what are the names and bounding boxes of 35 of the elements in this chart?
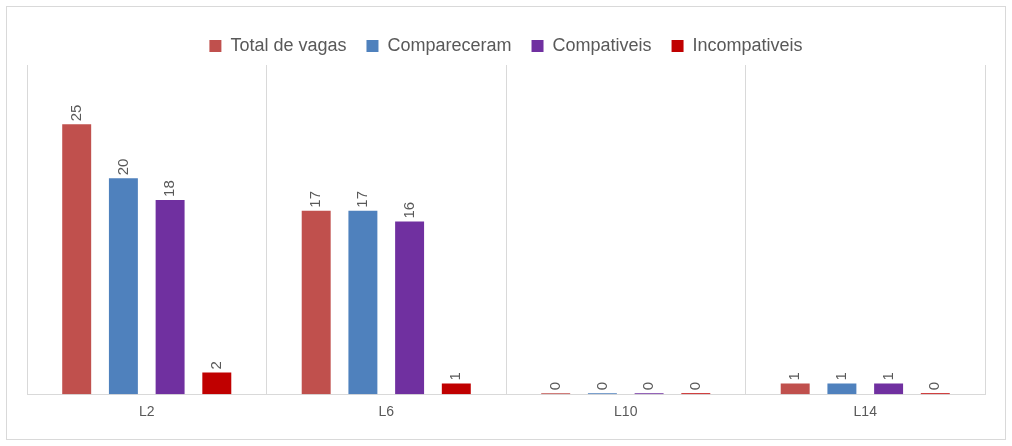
bar (395, 221, 425, 395)
data-label: 0 (639, 381, 657, 391)
data-label: 0 (925, 381, 943, 391)
data-label: 25 (66, 104, 84, 122)
legend-label: Total de vagas (230, 34, 347, 55)
data-label: 2 (206, 361, 224, 370)
data-label: 18 (160, 180, 178, 197)
legend-label: Compativeis (552, 34, 652, 55)
legend-label: Incompativeis (692, 34, 803, 55)
data-label: 1 (832, 372, 850, 381)
bar (155, 199, 185, 395)
data-label: 17 (306, 191, 324, 208)
x-tick-label: L6 (378, 403, 395, 420)
bar (874, 383, 904, 395)
bar (202, 372, 232, 395)
x-tick-label: L2 (138, 403, 155, 420)
data-label: 0 (592, 381, 610, 391)
data-label: 16 (399, 201, 417, 219)
data-label: 0 (685, 381, 703, 391)
data-label: 1 (878, 372, 896, 381)
bar (108, 178, 138, 395)
x-tick-label: L14 (853, 403, 878, 420)
data-label: 17 (353, 191, 371, 208)
legend-label: Compareceram (387, 34, 512, 55)
data-label: 1 (446, 372, 464, 381)
data-label: 20 (113, 158, 131, 176)
bar (62, 124, 92, 395)
data-label: 1 (785, 372, 803, 381)
data-label: 0 (545, 381, 563, 391)
bar (780, 383, 810, 395)
bar (348, 210, 378, 395)
bar (827, 383, 857, 395)
bar (441, 383, 471, 395)
x-tick-label: L10 (614, 403, 638, 420)
bar (301, 210, 331, 395)
